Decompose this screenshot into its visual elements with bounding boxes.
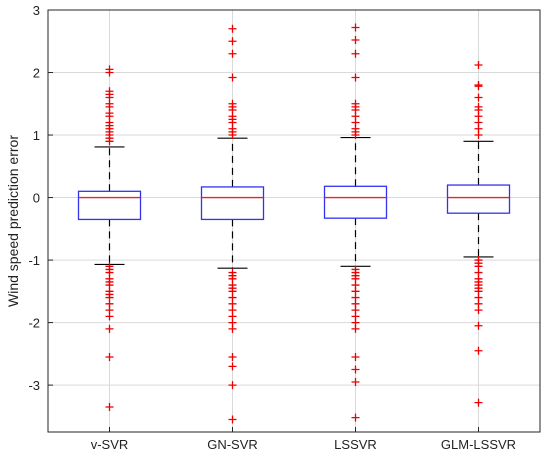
outlier-marker [474,321,483,330]
y-tick-label: 2 [33,66,40,81]
plot-background [48,10,540,432]
y-tick-label: 0 [33,191,40,206]
outlier-marker [105,137,114,146]
outlier-marker [351,73,360,82]
outlier-marker [228,73,237,82]
x-axis-ticks: v-SVR GN-SVR LSSVR GLM-LSSVR [91,427,516,452]
outlier-marker [228,131,237,140]
x-tick-label: GN-SVR [207,437,258,452]
outlier-marker [105,402,114,411]
outlier-marker [228,352,237,361]
iqr-box [200,186,265,221]
outliers-v-svr [105,65,114,411]
outlier-marker [228,324,237,333]
outlier-marker [474,93,483,102]
x-tick-label: v-SVR [91,437,129,452]
outlier-marker [351,324,360,333]
outlier-marker [105,324,114,333]
outlier-marker [105,68,114,77]
outlier-marker [228,37,237,46]
plot-frame [47,9,541,433]
outlier-marker [228,362,237,371]
outlier-marker [474,131,483,140]
outlier-marker [228,24,237,33]
outlier-markers [105,23,483,424]
box-glm-lssvr [446,140,511,258]
outlier-marker [351,377,360,386]
outlier-marker [474,398,483,407]
outlier-marker [474,82,483,91]
box-v-svr [77,146,142,266]
outlier-marker [351,23,360,32]
box-gn-svr [200,137,265,269]
outlier-marker [351,352,360,361]
y-tick-label: -3 [28,378,40,393]
outlier-marker [351,49,360,58]
outlier-marker [351,365,360,374]
outliers-glm-lssvr [474,61,483,407]
iqr-box [446,184,511,214]
outlier-marker [228,49,237,58]
y-tick-label: -1 [28,253,40,268]
outliers-lssvr [351,23,360,422]
iqr-box [77,190,142,221]
x-tick-label: GLM-LSSVR [441,437,516,452]
outliers-gn-svr [228,24,237,424]
outlier-marker [105,352,114,361]
x-tick-label: LSSVR [334,437,377,452]
iqr-box [323,185,388,219]
box-series [77,136,511,269]
outlier-marker [474,61,483,70]
y-tick-label: 1 [33,128,40,143]
outlier-marker [474,306,483,315]
outlier-marker [474,346,483,355]
y-tick-label: -2 [28,316,40,331]
outlier-marker [351,413,360,422]
outlier-marker [228,381,237,390]
outlier-marker [351,36,360,45]
y-axis-ticks: -3 -2 -1 0 1 2 3 [28,3,53,393]
y-tick-label: 3 [33,3,40,18]
outlier-marker [351,131,360,140]
outlier-marker [228,415,237,424]
outlier-marker [105,312,114,321]
y-axis-label: Wind speed prediction error [5,135,21,307]
